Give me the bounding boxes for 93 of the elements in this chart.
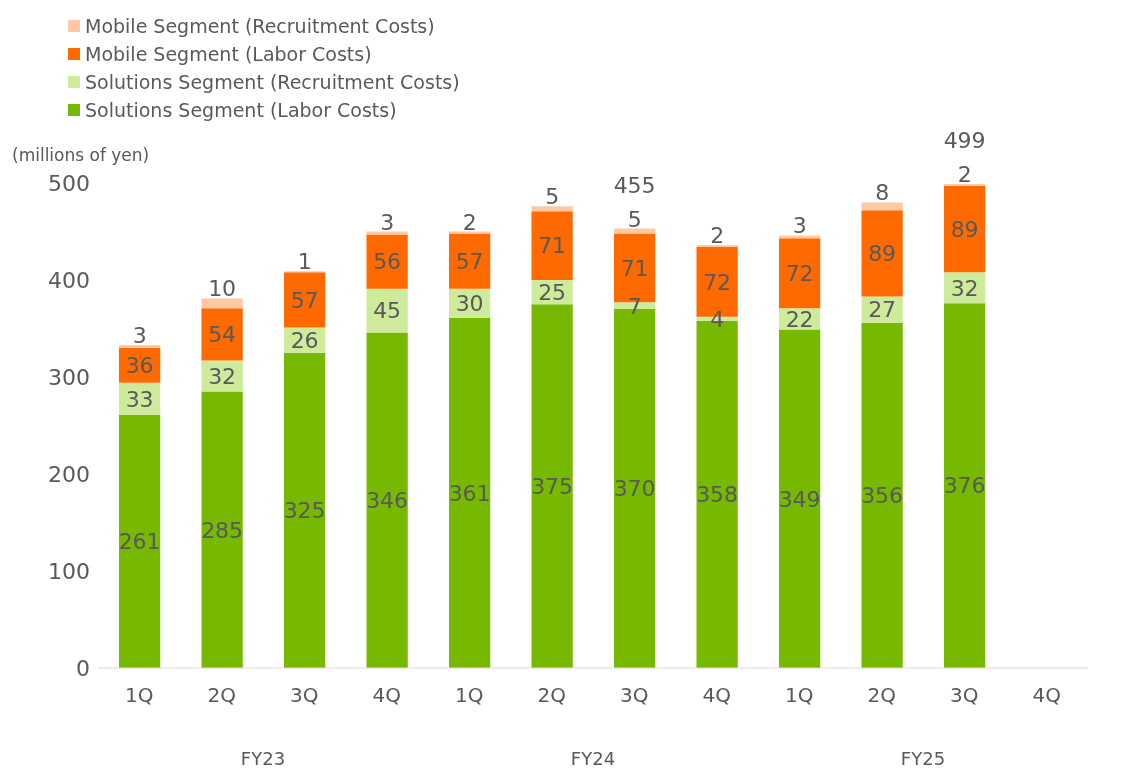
bar <box>531 211 573 280</box>
total-label: 499 <box>943 127 986 153</box>
bar <box>779 329 821 668</box>
data-label: 2 <box>710 223 725 249</box>
data-label: 57 <box>455 248 484 274</box>
data-label: 54 <box>208 322 237 348</box>
x-tick-label: 3Q <box>620 683 649 708</box>
data-label: 25 <box>538 279 567 305</box>
data-label: 325 <box>283 498 326 524</box>
y-tick-label: 100 <box>48 558 90 584</box>
bar <box>944 303 986 668</box>
legend-label: Mobile Segment (Labor Costs) <box>84 42 373 67</box>
data-label: 285 <box>201 517 244 543</box>
x-tick-label: 2Q <box>867 683 896 708</box>
data-label: 346 <box>366 488 409 513</box>
data-label: 2 <box>957 161 972 187</box>
data-label: 3 <box>380 209 395 235</box>
data-label: 27 <box>868 297 897 323</box>
bar <box>201 391 243 668</box>
data-label: 71 <box>538 233 567 259</box>
x-tick-label: 4Q <box>372 683 401 708</box>
data-label: 375 <box>531 473 574 499</box>
bar <box>861 210 903 297</box>
data-label: 3 <box>132 322 147 348</box>
data-label: 72 <box>785 261 814 287</box>
data-label: 4 <box>710 306 725 332</box>
data-label: 33 <box>125 386 154 412</box>
bar <box>366 332 408 668</box>
data-label: 10 <box>208 276 237 302</box>
data-label: 71 <box>620 255 649 281</box>
x-tick-label: 4Q <box>702 683 731 708</box>
data-label: 57 <box>290 287 319 313</box>
bar <box>531 206 573 212</box>
bar <box>284 352 326 668</box>
x-tick-label: 3Q <box>950 683 979 708</box>
bar <box>201 298 243 309</box>
bar <box>531 304 573 668</box>
y-tick-label: 300 <box>48 364 90 390</box>
bar <box>201 308 243 361</box>
text: FY25 <box>899 748 947 769</box>
y-tick-label: 0 <box>76 655 90 681</box>
y-axis-title: (millions of yen) <box>12 145 150 165</box>
bar <box>119 414 161 668</box>
bar <box>861 322 903 668</box>
data-label: 5 <box>627 206 642 232</box>
legend-label: Mobile Segment (Recruitment Costs) <box>84 14 436 39</box>
bar <box>284 272 326 328</box>
x-tick-label: 1Q <box>785 683 814 708</box>
y-tick-label: 400 <box>48 267 90 293</box>
data-label: 72 <box>703 269 732 295</box>
data-label: 3 <box>792 213 807 239</box>
data-label: 89 <box>868 241 897 267</box>
legend-label: Solutions Segment (Recruitment Costs) <box>84 70 460 95</box>
data-label: 26 <box>290 327 319 353</box>
bar <box>119 344 161 348</box>
data-label: 370 <box>613 476 656 502</box>
data-label: 32 <box>208 363 237 389</box>
x-tick-label: 2Q <box>207 683 236 708</box>
x-tick-label: 4Q <box>1032 683 1061 708</box>
data-label: 30 <box>455 291 484 317</box>
legend-label: Solutions Segment (Labor Costs) <box>84 98 398 123</box>
bar <box>861 202 903 211</box>
bar <box>449 233 491 289</box>
x-tick-label: 1Q <box>455 683 484 708</box>
data-label: 89 <box>950 216 979 242</box>
y-tick-label: 200 <box>48 461 90 487</box>
data-label: 32 <box>950 275 979 301</box>
data-label: 36 <box>125 353 154 379</box>
text: FY23 <box>239 748 287 769</box>
data-label: 1 <box>297 249 312 275</box>
total-label: 455 <box>613 172 656 198</box>
x-tick-label: 1Q <box>125 683 154 708</box>
data-label: 45 <box>373 298 402 324</box>
bar <box>944 185 986 273</box>
bar <box>366 234 408 289</box>
data-label: 56 <box>373 249 402 275</box>
data-label: 22 <box>785 306 814 332</box>
bar <box>779 235 821 239</box>
x-tick-label: 3Q <box>290 683 319 708</box>
data-label: 361 <box>448 480 491 506</box>
data-label: 8 <box>875 180 890 206</box>
data-label: 5 <box>545 184 560 210</box>
data-label: 2 <box>462 209 477 235</box>
x-tick-label: 2Q <box>537 683 566 708</box>
data-label: 349 <box>778 486 821 512</box>
y-tick-label: 500 <box>48 170 90 196</box>
data-label: 376 <box>943 473 986 499</box>
bar <box>779 238 821 309</box>
data-label: 358 <box>696 482 739 508</box>
bar <box>449 317 491 668</box>
text: FY24 <box>569 748 617 769</box>
data-label: 356 <box>861 483 904 509</box>
data-label: 261 <box>118 529 161 555</box>
